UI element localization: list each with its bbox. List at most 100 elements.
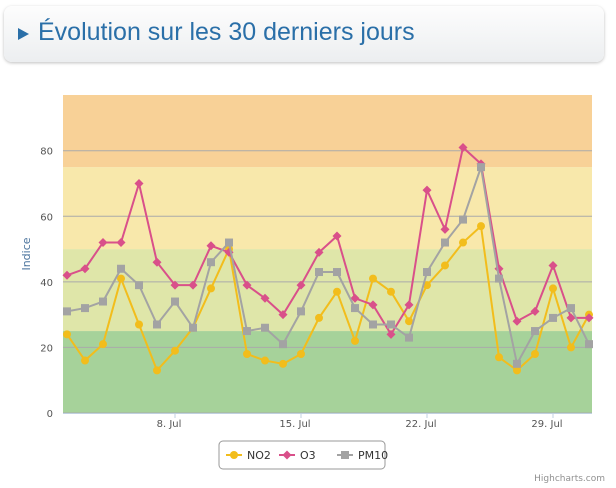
data-point-pm10[interactable] bbox=[225, 238, 233, 247]
data-point-pm10[interactable] bbox=[81, 304, 89, 313]
data-point-no2[interactable] bbox=[315, 313, 323, 322]
data-point-o3[interactable] bbox=[278, 310, 288, 320]
data-point-o3[interactable] bbox=[584, 313, 594, 323]
data-point-pm10[interactable] bbox=[153, 320, 161, 329]
data-point-no2[interactable] bbox=[567, 343, 575, 352]
legend-square-icon[interactable] bbox=[341, 451, 349, 459]
legend-circle-icon[interactable] bbox=[230, 451, 238, 459]
legend-diamond-icon[interactable] bbox=[282, 450, 292, 460]
data-point-pm10[interactable] bbox=[279, 340, 287, 349]
data-point-no2[interactable] bbox=[207, 284, 215, 293]
data-point-o3[interactable] bbox=[512, 316, 522, 326]
data-point-o3[interactable] bbox=[314, 247, 324, 257]
x-tick-label: 15. Jul bbox=[279, 419, 310, 430]
x-tick-label: 22. Jul bbox=[405, 419, 436, 430]
data-point-pm10[interactable] bbox=[423, 268, 431, 277]
data-point-o3[interactable] bbox=[188, 280, 198, 290]
data-point-pm10[interactable] bbox=[405, 333, 413, 342]
data-point-pm10[interactable] bbox=[459, 215, 467, 224]
data-point-pm10[interactable] bbox=[63, 307, 71, 316]
legend-item-no2[interactable]: NO2 bbox=[226, 449, 271, 462]
data-point-pm10[interactable] bbox=[171, 297, 179, 306]
y-tick-label: 80 bbox=[40, 147, 53, 158]
data-point-no2[interactable] bbox=[405, 317, 413, 326]
legend[interactable]: NO2 O3 PM10 bbox=[218, 440, 388, 470]
data-point-o3[interactable] bbox=[80, 264, 90, 274]
data-point-o3[interactable] bbox=[170, 280, 180, 290]
y-tick-label: 40 bbox=[40, 278, 53, 289]
data-point-o3[interactable] bbox=[152, 257, 162, 267]
data-point-no2[interactable] bbox=[99, 340, 107, 349]
data-point-o3[interactable] bbox=[566, 313, 576, 323]
data-point-no2[interactable] bbox=[117, 274, 125, 283]
legend-label: O3 bbox=[300, 449, 316, 462]
data-point-pm10[interactable] bbox=[99, 297, 107, 306]
data-point-pm10[interactable] bbox=[207, 258, 215, 267]
credit-link[interactable]: Highcharts.com bbox=[534, 474, 605, 484]
data-point-no2[interactable] bbox=[495, 353, 503, 362]
data-point-no2[interactable] bbox=[153, 366, 161, 375]
data-point-pm10[interactable] bbox=[243, 327, 251, 336]
data-point-no2[interactable] bbox=[369, 274, 377, 283]
data-point-o3[interactable] bbox=[350, 293, 360, 303]
data-point-no2[interactable] bbox=[459, 238, 467, 247]
data-point-no2[interactable] bbox=[531, 349, 539, 358]
data-point-no2[interactable] bbox=[63, 330, 71, 339]
data-point-pm10[interactable] bbox=[135, 281, 143, 290]
data-point-pm10[interactable] bbox=[351, 304, 359, 313]
data-point-pm10[interactable] bbox=[441, 238, 449, 247]
legend-item-pm10[interactable]: PM10 bbox=[337, 449, 388, 462]
data-point-o3[interactable] bbox=[422, 185, 432, 195]
data-point-o3[interactable] bbox=[242, 280, 252, 290]
data-point-no2[interactable] bbox=[423, 281, 431, 290]
data-point-pm10[interactable] bbox=[549, 313, 557, 322]
data-point-o3[interactable] bbox=[386, 329, 396, 339]
data-point-no2[interactable] bbox=[279, 359, 287, 368]
data-point-no2[interactable] bbox=[477, 222, 485, 231]
legend-item-o3[interactable]: O3 bbox=[279, 449, 316, 462]
data-point-o3[interactable] bbox=[548, 260, 558, 270]
data-point-pm10[interactable] bbox=[531, 327, 539, 336]
data-point-pm10[interactable] bbox=[369, 320, 377, 329]
data-point-no2[interactable] bbox=[81, 356, 89, 365]
data-point-o3[interactable] bbox=[98, 238, 108, 248]
data-point-pm10[interactable] bbox=[387, 320, 395, 329]
data-point-o3[interactable] bbox=[62, 270, 72, 280]
data-point-pm10[interactable] bbox=[333, 268, 341, 277]
data-point-pm10[interactable] bbox=[315, 268, 323, 277]
data-point-pm10[interactable] bbox=[495, 274, 503, 283]
data-point-no2[interactable] bbox=[549, 284, 557, 293]
data-point-no2[interactable] bbox=[333, 287, 341, 296]
data-point-no2[interactable] bbox=[261, 356, 269, 365]
data-point-o3[interactable] bbox=[260, 293, 270, 303]
data-point-pm10[interactable] bbox=[585, 340, 593, 349]
data-point-o3[interactable] bbox=[458, 142, 468, 152]
data-point-no2[interactable] bbox=[135, 320, 143, 329]
data-point-pm10[interactable] bbox=[189, 323, 197, 332]
data-point-no2[interactable] bbox=[513, 366, 521, 375]
data-point-no2[interactable] bbox=[441, 261, 449, 270]
data-point-o3[interactable] bbox=[296, 280, 306, 290]
data-point-no2[interactable] bbox=[243, 349, 251, 358]
data-point-o3[interactable] bbox=[332, 231, 342, 241]
y-tick-label: 60 bbox=[40, 212, 53, 223]
data-point-pm10[interactable] bbox=[477, 163, 485, 172]
data-point-o3[interactable] bbox=[530, 306, 540, 316]
data-point-o3[interactable] bbox=[404, 300, 414, 310]
data-point-pm10[interactable] bbox=[261, 323, 269, 332]
data-point-no2[interactable] bbox=[297, 349, 305, 358]
data-point-pm10[interactable] bbox=[567, 304, 575, 313]
data-point-no2[interactable] bbox=[351, 336, 359, 345]
data-point-no2[interactable] bbox=[387, 287, 395, 296]
y-axis-title: Indice bbox=[20, 237, 33, 270]
data-point-o3[interactable] bbox=[368, 300, 378, 310]
data-point-o3[interactable] bbox=[440, 224, 450, 234]
data-point-o3[interactable] bbox=[206, 241, 216, 251]
data-point-pm10[interactable] bbox=[117, 264, 125, 273]
data-point-o3[interactable] bbox=[134, 179, 144, 189]
data-point-pm10[interactable] bbox=[513, 359, 521, 368]
data-point-no2[interactable] bbox=[171, 346, 179, 355]
data-point-pm10[interactable] bbox=[297, 307, 305, 316]
y-tick-label: 20 bbox=[40, 343, 53, 354]
data-point-o3[interactable] bbox=[116, 238, 126, 248]
